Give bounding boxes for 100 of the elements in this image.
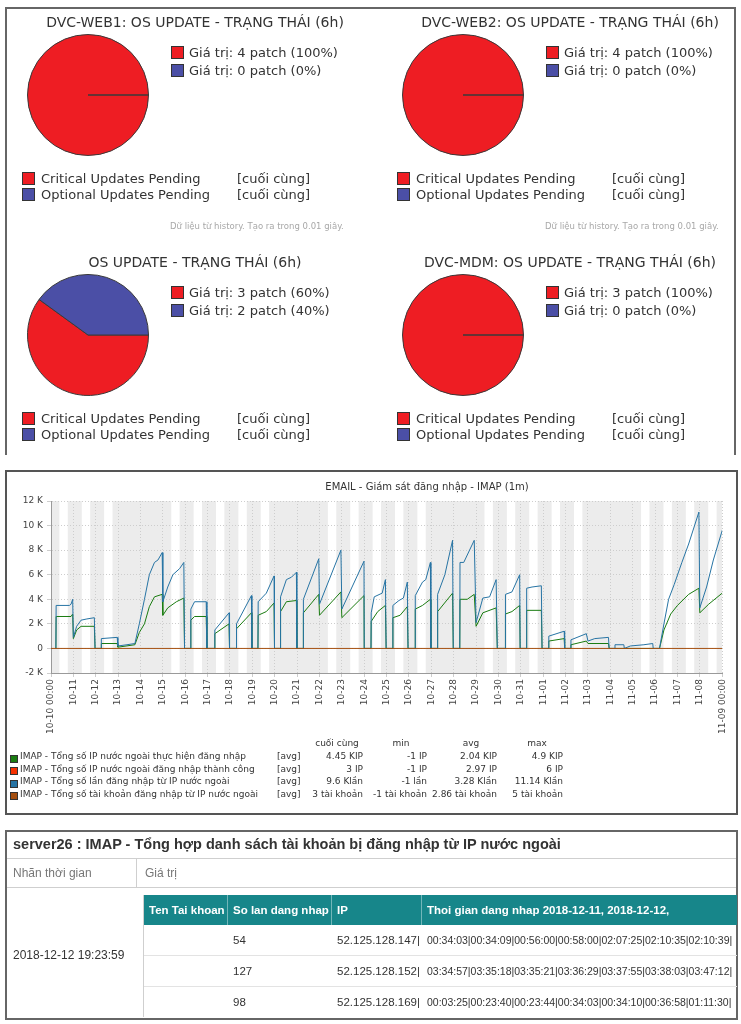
- text: Giá trị: 3 patch (100%): [564, 284, 713, 300]
- chart-title: DVC-WEB2: OS UPDATE - TRẠNG THÁI (6h): [421, 14, 719, 30]
- y-tick-label: 8 K: [28, 544, 45, 555]
- text: 52.125.128.169|: [337, 996, 420, 1008]
- text: server26 : IMAP - Tổng hợp danh sách tài khoản bị đăng nhập từ IP nước ngoài: [13, 836, 561, 852]
- text: 6 IP: [546, 763, 563, 774]
- text: 2.04 KIP: [460, 751, 497, 761]
- text: -1 tài khoản: [373, 788, 427, 799]
- text: [avg]: [277, 776, 301, 787]
- y-tick-label: 0: [37, 642, 44, 653]
- text: 00:03:25|00:23:40|00:23:44|00:34:03|00:34:10|00:36:58|01:11:30|: [427, 996, 732, 1008]
- legend-label: IMAP - Tổng số lần đăng nhập từ IP nước ngoài: [20, 776, 230, 787]
- text: 2.97 IP: [466, 763, 497, 774]
- x-tick-label: 10-22: [313, 679, 324, 706]
- x-tick-label: 10-29: [470, 678, 481, 706]
- text: 5 tài khoản: [512, 788, 563, 799]
- x-tick-label: 10-18: [224, 678, 235, 706]
- x-tick-label: 10-20: [269, 678, 280, 706]
- text: [avg]: [277, 763, 301, 774]
- y-tick-label: 4 K: [28, 593, 45, 604]
- text: Giá trị: 0 patch (0%): [189, 62, 322, 78]
- x-tick-label: 11-08: [694, 678, 705, 706]
- text: Dữ liệu từ history. Tạo ra trong 0.01 giây.: [170, 221, 344, 231]
- x-tick-label: 10-10 00:00: [45, 678, 56, 734]
- text: [cuối cùng]: [237, 186, 311, 202]
- x-tick-label: 10-30: [492, 678, 503, 706]
- text: [cuối cùng]: [612, 426, 686, 442]
- text: avg: [462, 738, 480, 748]
- text: [cuối cùng]: [612, 410, 686, 426]
- x-tick-label: 10-26: [403, 678, 414, 706]
- text: 2.86 tài khoản: [432, 788, 497, 799]
- text: 98: [233, 996, 246, 1008]
- text: Giá trị: 0 patch (0%): [564, 302, 697, 318]
- chart-title: DVC-WEB1: OS UPDATE - TRẠNG THÁI (6h): [46, 14, 344, 30]
- x-tick-label: 10-14: [134, 678, 145, 706]
- text: 11.14 Klần: [514, 776, 563, 787]
- text: Giá trị: 0 patch (0%): [564, 62, 697, 78]
- x-tick-label: 11-04: [604, 678, 615, 706]
- legend-label: IMAP - Tổng số IP nước ngoài đăng nhập thành công: [20, 763, 255, 774]
- text: Nhãn thời gian: [13, 866, 92, 880]
- text: [cuối cùng]: [237, 426, 311, 442]
- x-tick-label: 10-28: [448, 678, 459, 706]
- text: IP: [337, 904, 348, 916]
- legend-label: IMAP - Tổng số tài khoản đăng nhập từ IP nước ngoài: [20, 788, 258, 799]
- legend-label: Optional Updates Pending: [416, 186, 586, 202]
- x-tick-label: 11-09 00:00: [716, 678, 727, 734]
- x-tick-label: 10-21: [291, 679, 302, 706]
- x-tick-label: 10-17: [201, 679, 212, 706]
- legend-label: Critical Updates Pending: [41, 170, 201, 186]
- text: 4.45 KIP: [326, 751, 363, 761]
- text: Giá trị: 4 patch (100%): [564, 44, 713, 60]
- y-tick-label: 6 K: [28, 569, 45, 580]
- legend-label: IMAP - Tổng số IP nước ngoài thực hiện đăng nhập: [20, 751, 246, 761]
- x-tick-label: 11-05: [627, 679, 638, 706]
- text: Ten Tai khoan: [149, 904, 225, 916]
- legend-label: Critical Updates Pending: [416, 170, 576, 186]
- text: [cuối cùng]: [612, 186, 686, 202]
- legend-label: Critical Updates Pending: [416, 410, 576, 426]
- legend-label: Critical Updates Pending: [41, 410, 201, 426]
- text: Giá trị: 3 patch (60%): [189, 284, 330, 300]
- x-tick-label: 11-02: [559, 679, 570, 706]
- text: 2018-12-12 19:23:59: [13, 948, 125, 962]
- chart-title: EMAIL - Giám sát đăng nhập - IMAP (1m): [325, 481, 529, 492]
- text: [cuối cùng]: [612, 170, 686, 186]
- text: 4.9 KIP: [531, 751, 563, 761]
- x-tick-label: 11-01: [537, 679, 548, 706]
- text: 52.125.128.152|: [337, 965, 420, 977]
- chart-title: OS UPDATE - TRẠNG THÁI (6h): [88, 254, 302, 270]
- text: [cuối cùng]: [237, 170, 311, 186]
- x-tick-label: 10-11: [67, 679, 78, 706]
- x-tick-label: 10-27: [425, 679, 436, 706]
- text: cuối cùng: [315, 738, 359, 748]
- text: min: [392, 738, 410, 748]
- x-tick-label: 10-19: [246, 678, 257, 706]
- y-tick-label: -2 K: [25, 667, 45, 678]
- text: 54: [233, 934, 246, 946]
- text: 00:34:03|00:34:09|00:56:00|00:58:00|02:07:25|02:10:35|02:10:39|: [427, 934, 733, 946]
- y-tick-label: 10 K: [22, 519, 45, 530]
- text: Thoi gian dang nhap 2018-12-11, 2018-12-12,: [427, 904, 670, 916]
- text: Giá trị: 2 patch (40%): [189, 302, 330, 318]
- x-tick-label: 10-12: [90, 679, 101, 706]
- x-tick-label: 10-15: [157, 679, 168, 706]
- x-tick-label: 10-25: [380, 679, 391, 706]
- text: 3.28 Klần: [454, 776, 497, 787]
- text: 127: [233, 965, 253, 977]
- y-tick-label: 12 K: [22, 495, 45, 506]
- text: 52.125.128.147|: [337, 934, 420, 946]
- text: So lan dang nhap: [233, 904, 329, 916]
- text: -1 IP: [407, 763, 427, 774]
- x-tick-label: 11-03: [582, 679, 593, 706]
- text: [avg]: [277, 751, 301, 761]
- text: Giá trị: [145, 866, 178, 880]
- x-tick-label: 10-31: [515, 679, 526, 706]
- x-tick-label: 10-16: [179, 678, 190, 706]
- text: 3 tài khoản: [312, 788, 363, 799]
- x-tick-label: 10-23: [336, 679, 347, 706]
- x-tick-label: 11-07: [671, 679, 682, 706]
- x-tick-label: 10-13: [112, 679, 123, 706]
- text: max: [527, 738, 547, 748]
- text: [cuối cùng]: [237, 410, 311, 426]
